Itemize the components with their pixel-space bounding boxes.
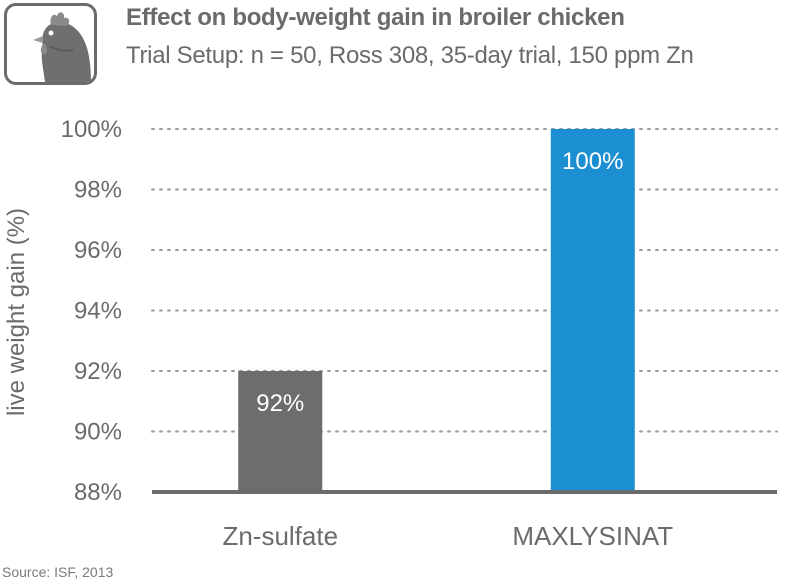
data-label: 92%	[256, 390, 304, 417]
x-tick-label: Zn-sulfate	[222, 521, 338, 551]
y-tick-label: 100%	[61, 116, 122, 143]
y-tick-label: 94%	[74, 298, 122, 325]
y-tick-label: 96%	[74, 237, 122, 264]
y-axis-label: live weight gain (%)	[3, 208, 30, 416]
chart-subtitle: Trial Setup: n = 50, Ross 308, 35-day tr…	[126, 42, 694, 69]
bar-zn-sulfate	[238, 371, 323, 492]
logo-badge	[4, 3, 97, 85]
chart-title: Effect on body-weight gain in broiler ch…	[126, 4, 625, 31]
source-note: Source: ISF, 2013	[2, 564, 114, 580]
y-tick-label: 98%	[74, 177, 122, 204]
y-tick-label: 88%	[74, 479, 122, 506]
bar-maxlysinat	[550, 129, 635, 492]
chicken-icon	[33, 12, 91, 82]
y-tick-label: 90%	[74, 419, 122, 446]
y-tick-label: 92%	[74, 358, 122, 385]
x-tick-label: MAXLYSINAT	[512, 521, 673, 551]
data-label: 100%	[562, 148, 623, 175]
